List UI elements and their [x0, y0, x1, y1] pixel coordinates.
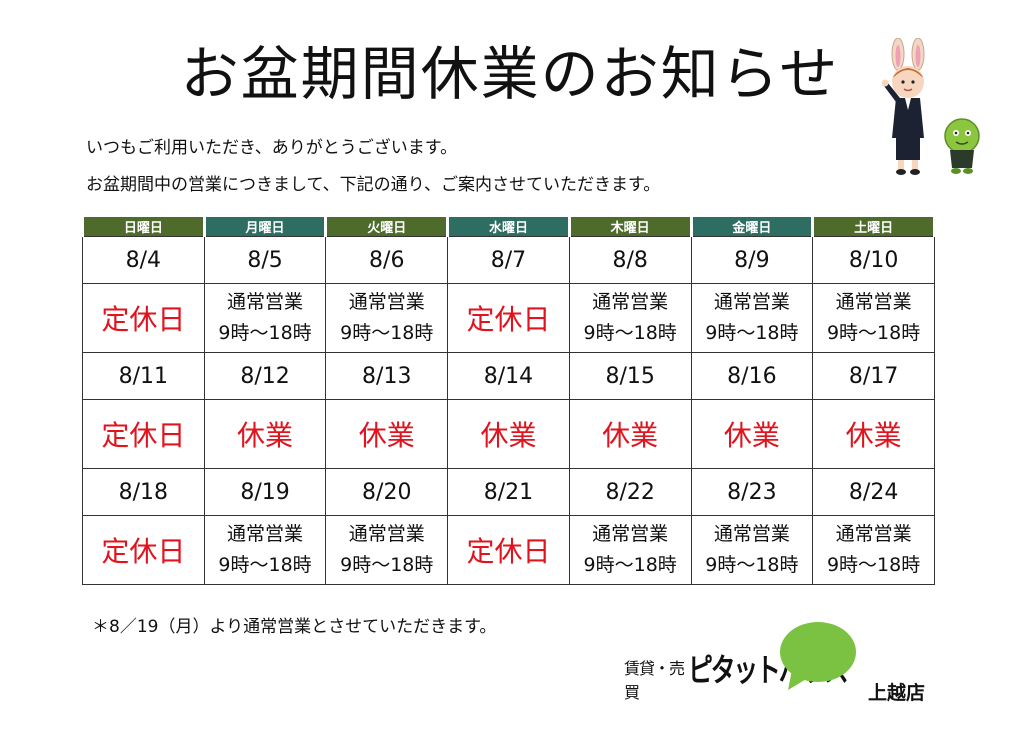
closed-label: 休業: [237, 419, 294, 452]
business-hours: 9時～18時: [705, 322, 799, 344]
date-cell: 8/14: [447, 352, 570, 400]
status-cell: 定休日: [82, 283, 205, 353]
status-cell: 通常営業 9時～18時: [568, 283, 692, 353]
date-row: 8/18 8/19 8/20 8/21 8/22 8/23 8/24: [82, 468, 935, 516]
business-label: 通常営業: [592, 291, 669, 313]
status-cell: 通常営業 9時～18時: [690, 283, 814, 353]
business-hours: 9時～18時: [583, 554, 677, 576]
business-hours: 9時～18時: [218, 322, 312, 344]
mascot-illustration: [881, 38, 980, 175]
schedule-table: 日曜日 月曜日 火曜日 水曜日 木曜日 金曜日 土曜日 8/4 8/5 8/6 8/7…: [81, 217, 936, 585]
weekday-header: 金曜日: [689, 217, 815, 237]
date-cell: 8/8: [568, 236, 692, 284]
business-label: 通常営業: [713, 523, 790, 545]
status-cell: 定休日: [82, 515, 205, 585]
status-cell: 定休日: [447, 283, 570, 353]
date-cell: 8/15: [568, 352, 692, 400]
business-hours: 9時～18時: [826, 322, 921, 344]
date-row: 8/4 8/5 8/6 8/7 8/8 8/9 8/10: [82, 236, 935, 284]
weekday-header-row: 日曜日 月曜日 火曜日 水曜日 木曜日 金曜日 土曜日: [81, 217, 936, 237]
page-title: お盆期間休業のお知らせ: [180, 40, 840, 108]
date-cell: 8/13: [325, 352, 449, 400]
closed-label: 定休日: [101, 419, 186, 452]
status-cell: 定休日: [82, 399, 205, 469]
business-label: 通常営業: [592, 523, 669, 545]
weekday-header: 木曜日: [567, 217, 693, 237]
status-cell: 休業: [447, 399, 570, 469]
closed-label: 休業: [358, 419, 415, 452]
brand-tagline: 賃貸・売買: [624, 659, 685, 702]
business-label: 通常営業: [227, 523, 304, 545]
date-cell: 8/22: [568, 468, 692, 516]
closed-label: 休業: [602, 419, 659, 452]
date-cell: 8/23: [690, 468, 814, 516]
business-hours: 9時～18時: [340, 554, 434, 576]
date-cell: 8/11: [82, 352, 205, 400]
business-label: 通常営業: [348, 291, 425, 313]
date-cell: 8/5: [203, 236, 327, 284]
weekday-header: 水曜日: [446, 217, 571, 237]
status-row: 定休日 通常営業 9時～18時 通常営業 9時～18時 定休日 通常営業 9時～18時 通常営業…: [82, 515, 935, 585]
status-cell: 通常営業 9時～18時: [568, 515, 692, 585]
closed-label: 定休日: [466, 535, 551, 568]
intro-line-1: いつもご利用いただき、ありがとうございます。: [86, 138, 458, 158]
date-cell: 8/17: [812, 352, 935, 400]
business-label: 通常営業: [713, 291, 790, 313]
business-label: 通常営業: [348, 523, 425, 545]
status-cell: 休業: [812, 399, 935, 469]
status-row: 定休日 通常営業 9時～18時 通常営業 9時～18時 定休日 通常営業 9時～18時 通常営業…: [82, 283, 935, 353]
status-cell: 休業: [690, 399, 814, 469]
resume-note: ＊8／19（月）より通常営業とさせていただきます。: [92, 617, 497, 637]
business-label: 通常営業: [835, 291, 912, 313]
business-hours: 9時～18時: [705, 554, 799, 576]
date-cell: 8/24: [812, 468, 935, 516]
closed-label: 定休日: [466, 303, 551, 336]
weekday-header: 日曜日: [81, 217, 206, 237]
status-cell: 休業: [203, 399, 327, 469]
date-cell: 8/7: [447, 236, 570, 284]
status-cell: 通常営業 9時～18時: [325, 515, 449, 585]
business-hours: 9時～18時: [218, 554, 312, 576]
date-row: 8/11 8/12 8/13 8/14 8/15 8/16 8/17: [82, 352, 935, 400]
date-cell: 8/10: [812, 236, 935, 284]
status-cell: 休業: [568, 399, 692, 469]
status-cell: 休業: [325, 399, 449, 469]
date-cell: 8/18: [82, 468, 205, 516]
business-label: 通常営業: [835, 523, 912, 545]
closed-label: 休業: [480, 419, 537, 452]
date-cell: 8/4: [82, 236, 205, 284]
status-cell: 通常営業 9時～18時: [325, 283, 449, 353]
weekday-header: 火曜日: [324, 217, 450, 237]
branch-name: 上越店: [868, 682, 926, 704]
date-cell: 8/9: [690, 236, 814, 284]
status-cell: 通常営業 9時～18時: [812, 515, 935, 585]
date-cell: 8/20: [325, 468, 449, 516]
business-label: 通常営業: [227, 291, 304, 313]
business-hours: 9時～18時: [583, 322, 677, 344]
date-cell: 8/12: [203, 352, 327, 400]
date-cell: 8/16: [690, 352, 814, 400]
weekday-header: 土曜日: [811, 217, 936, 237]
closed-label: 休業: [845, 419, 902, 452]
business-hours: 9時～18時: [340, 322, 434, 344]
status-cell: 通常営業 9時～18時: [812, 283, 935, 353]
date-cell: 8/21: [447, 468, 570, 516]
business-hours: 9時～18時: [826, 554, 921, 576]
date-cell: 8/19: [203, 468, 327, 516]
closed-label: 定休日: [101, 303, 186, 336]
status-cell: 通常営業 9時～18時: [203, 515, 327, 585]
status-cell: 定休日: [447, 515, 570, 585]
closed-label: 定休日: [101, 535, 186, 568]
closed-label: 休業: [723, 419, 780, 452]
brand-speech-bubble-icon: [780, 622, 856, 690]
status-cell: 通常営業 9時～18時: [690, 515, 814, 585]
weekday-header: 月曜日: [202, 217, 328, 237]
status-row: 定休日 休業 休業 休業 休業 休業 休業: [82, 399, 935, 469]
date-cell: 8/6: [325, 236, 449, 284]
intro-line-2: お盆期間中の営業につきまして、下記の通り、ご案内させていただきます。: [86, 175, 661, 195]
status-cell: 通常営業 9時～18時: [203, 283, 327, 353]
